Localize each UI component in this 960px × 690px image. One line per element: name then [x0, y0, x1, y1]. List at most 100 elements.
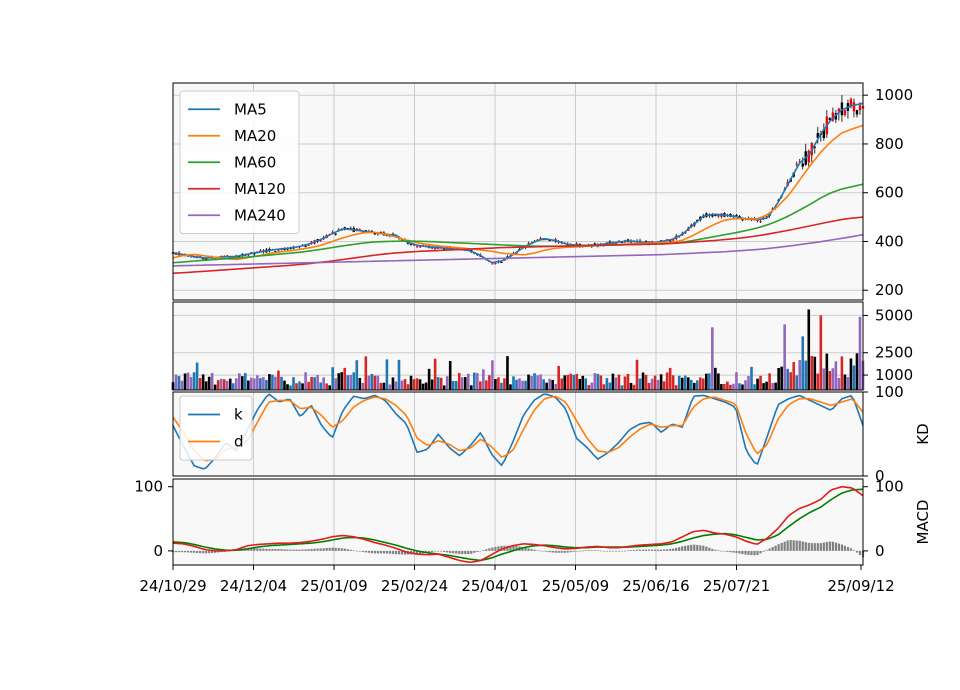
macd-histogram-bar — [346, 549, 349, 551]
candle-body — [807, 150, 810, 163]
panel-border — [172, 391, 864, 477]
candle-body — [852, 102, 856, 112]
volume-bar — [310, 376, 313, 390]
volume-bar — [831, 368, 835, 390]
macd-histogram-bar — [482, 550, 485, 551]
macd-histogram-bar — [286, 549, 289, 551]
volume-bar — [283, 380, 286, 390]
volume-bar — [632, 384, 636, 390]
macd-histogram-bar — [455, 550, 458, 554]
volume-bar — [256, 375, 259, 390]
volume-bar — [268, 374, 271, 390]
legend-label-ma120: MA120 — [234, 180, 286, 198]
volume-bar — [593, 373, 597, 390]
volume-bar — [485, 380, 488, 390]
volume-bar — [433, 358, 437, 390]
volume-bar — [635, 359, 639, 390]
candle-body — [539, 238, 542, 240]
candle-body — [494, 263, 497, 265]
volume-bar — [729, 384, 732, 390]
macd-histogram-bar — [581, 550, 584, 552]
panel-border — [172, 301, 864, 391]
volume-bar — [418, 379, 422, 390]
macd-histogram-bar — [259, 548, 262, 551]
volume-bar — [280, 376, 283, 390]
volume-bar — [641, 372, 645, 390]
macd-histogram-bar — [560, 550, 563, 553]
volume-bar — [617, 374, 621, 390]
volume-bar — [834, 361, 838, 390]
line-macd — [172, 485, 864, 564]
volume-bar — [545, 382, 548, 390]
y-tick-label: 1000 — [875, 366, 913, 384]
volume-bar — [325, 383, 328, 390]
candle-body — [319, 240, 322, 242]
volume-bar — [548, 378, 551, 390]
macd-histogram-bar — [614, 550, 618, 552]
x-tick-label: 24/12/04 — [220, 577, 287, 595]
volume-bar — [183, 373, 187, 390]
volume-bar — [259, 378, 262, 390]
y-tick-label: 5000 — [875, 306, 913, 324]
volume-bar — [587, 385, 591, 390]
macd-histogram-bar — [545, 550, 548, 552]
macd-histogram-bar — [774, 545, 777, 551]
volume-bar — [373, 375, 377, 390]
volume-bar — [331, 367, 334, 390]
volume-bar — [662, 381, 666, 390]
volume-bar — [828, 371, 832, 390]
y-tick-label: 1000 — [875, 86, 913, 104]
macd-histogram-bar — [584, 550, 587, 551]
macd-histogram-bar — [801, 541, 804, 551]
macd-histogram-bar — [858, 550, 862, 555]
macd-histogram-bar — [274, 548, 277, 551]
macd-histogram-bar — [747, 550, 750, 555]
macd-histogram-bar — [189, 550, 193, 553]
y-tick-label: 100 — [875, 383, 904, 401]
macd-histogram-bar — [554, 550, 557, 553]
macd-histogram-bar — [666, 549, 669, 551]
candle-body — [840, 102, 844, 116]
kd-plot-background — [173, 392, 863, 476]
candle-body — [855, 110, 859, 115]
candle-body — [247, 254, 250, 256]
volume-bar — [741, 384, 744, 390]
volume-bar — [253, 378, 256, 390]
macd-histogram-bar — [388, 550, 392, 554]
macd-histogram-bar — [849, 548, 853, 551]
macd-histogram-bar — [292, 549, 295, 551]
macd-histogram-bar — [678, 547, 681, 551]
volume-bar — [750, 366, 753, 390]
volume-bar — [192, 372, 196, 390]
volume-bar — [846, 377, 850, 390]
candle-body — [415, 245, 419, 247]
macd-histogram-bar — [256, 548, 259, 551]
macd-histogram-bar — [605, 550, 608, 552]
macd-histogram-bar — [343, 548, 346, 551]
volume-bar — [512, 376, 515, 390]
volume-bar — [334, 378, 338, 390]
macd-histogram-bar — [717, 550, 720, 551]
macd-histogram-bar — [412, 550, 416, 555]
macd-histogram-bar — [391, 550, 395, 554]
volume-bar — [677, 375, 681, 390]
macd-histogram-bar — [464, 550, 467, 555]
volume-bar — [732, 383, 735, 390]
volume-bar — [711, 327, 714, 390]
legend-label-ma60: MA60 — [234, 153, 276, 171]
volume-bar — [638, 378, 642, 390]
volume-bar — [204, 381, 208, 390]
macd-histogram-bar — [593, 550, 596, 551]
x-tick-label: 25/07/21 — [703, 577, 770, 595]
candle-body — [759, 221, 762, 223]
candle-body — [795, 163, 798, 165]
macd-histogram-bar — [807, 542, 810, 551]
macd-histogram-bar — [331, 547, 334, 551]
volume-bar — [358, 377, 362, 390]
volume-bar — [244, 373, 247, 390]
candle-body — [304, 245, 307, 247]
volume-bar — [560, 378, 563, 390]
macd-panel: 0 100 0 100 MACD — [134, 478, 932, 566]
volume-bar — [476, 373, 479, 390]
macd-histogram-bar — [268, 548, 271, 551]
